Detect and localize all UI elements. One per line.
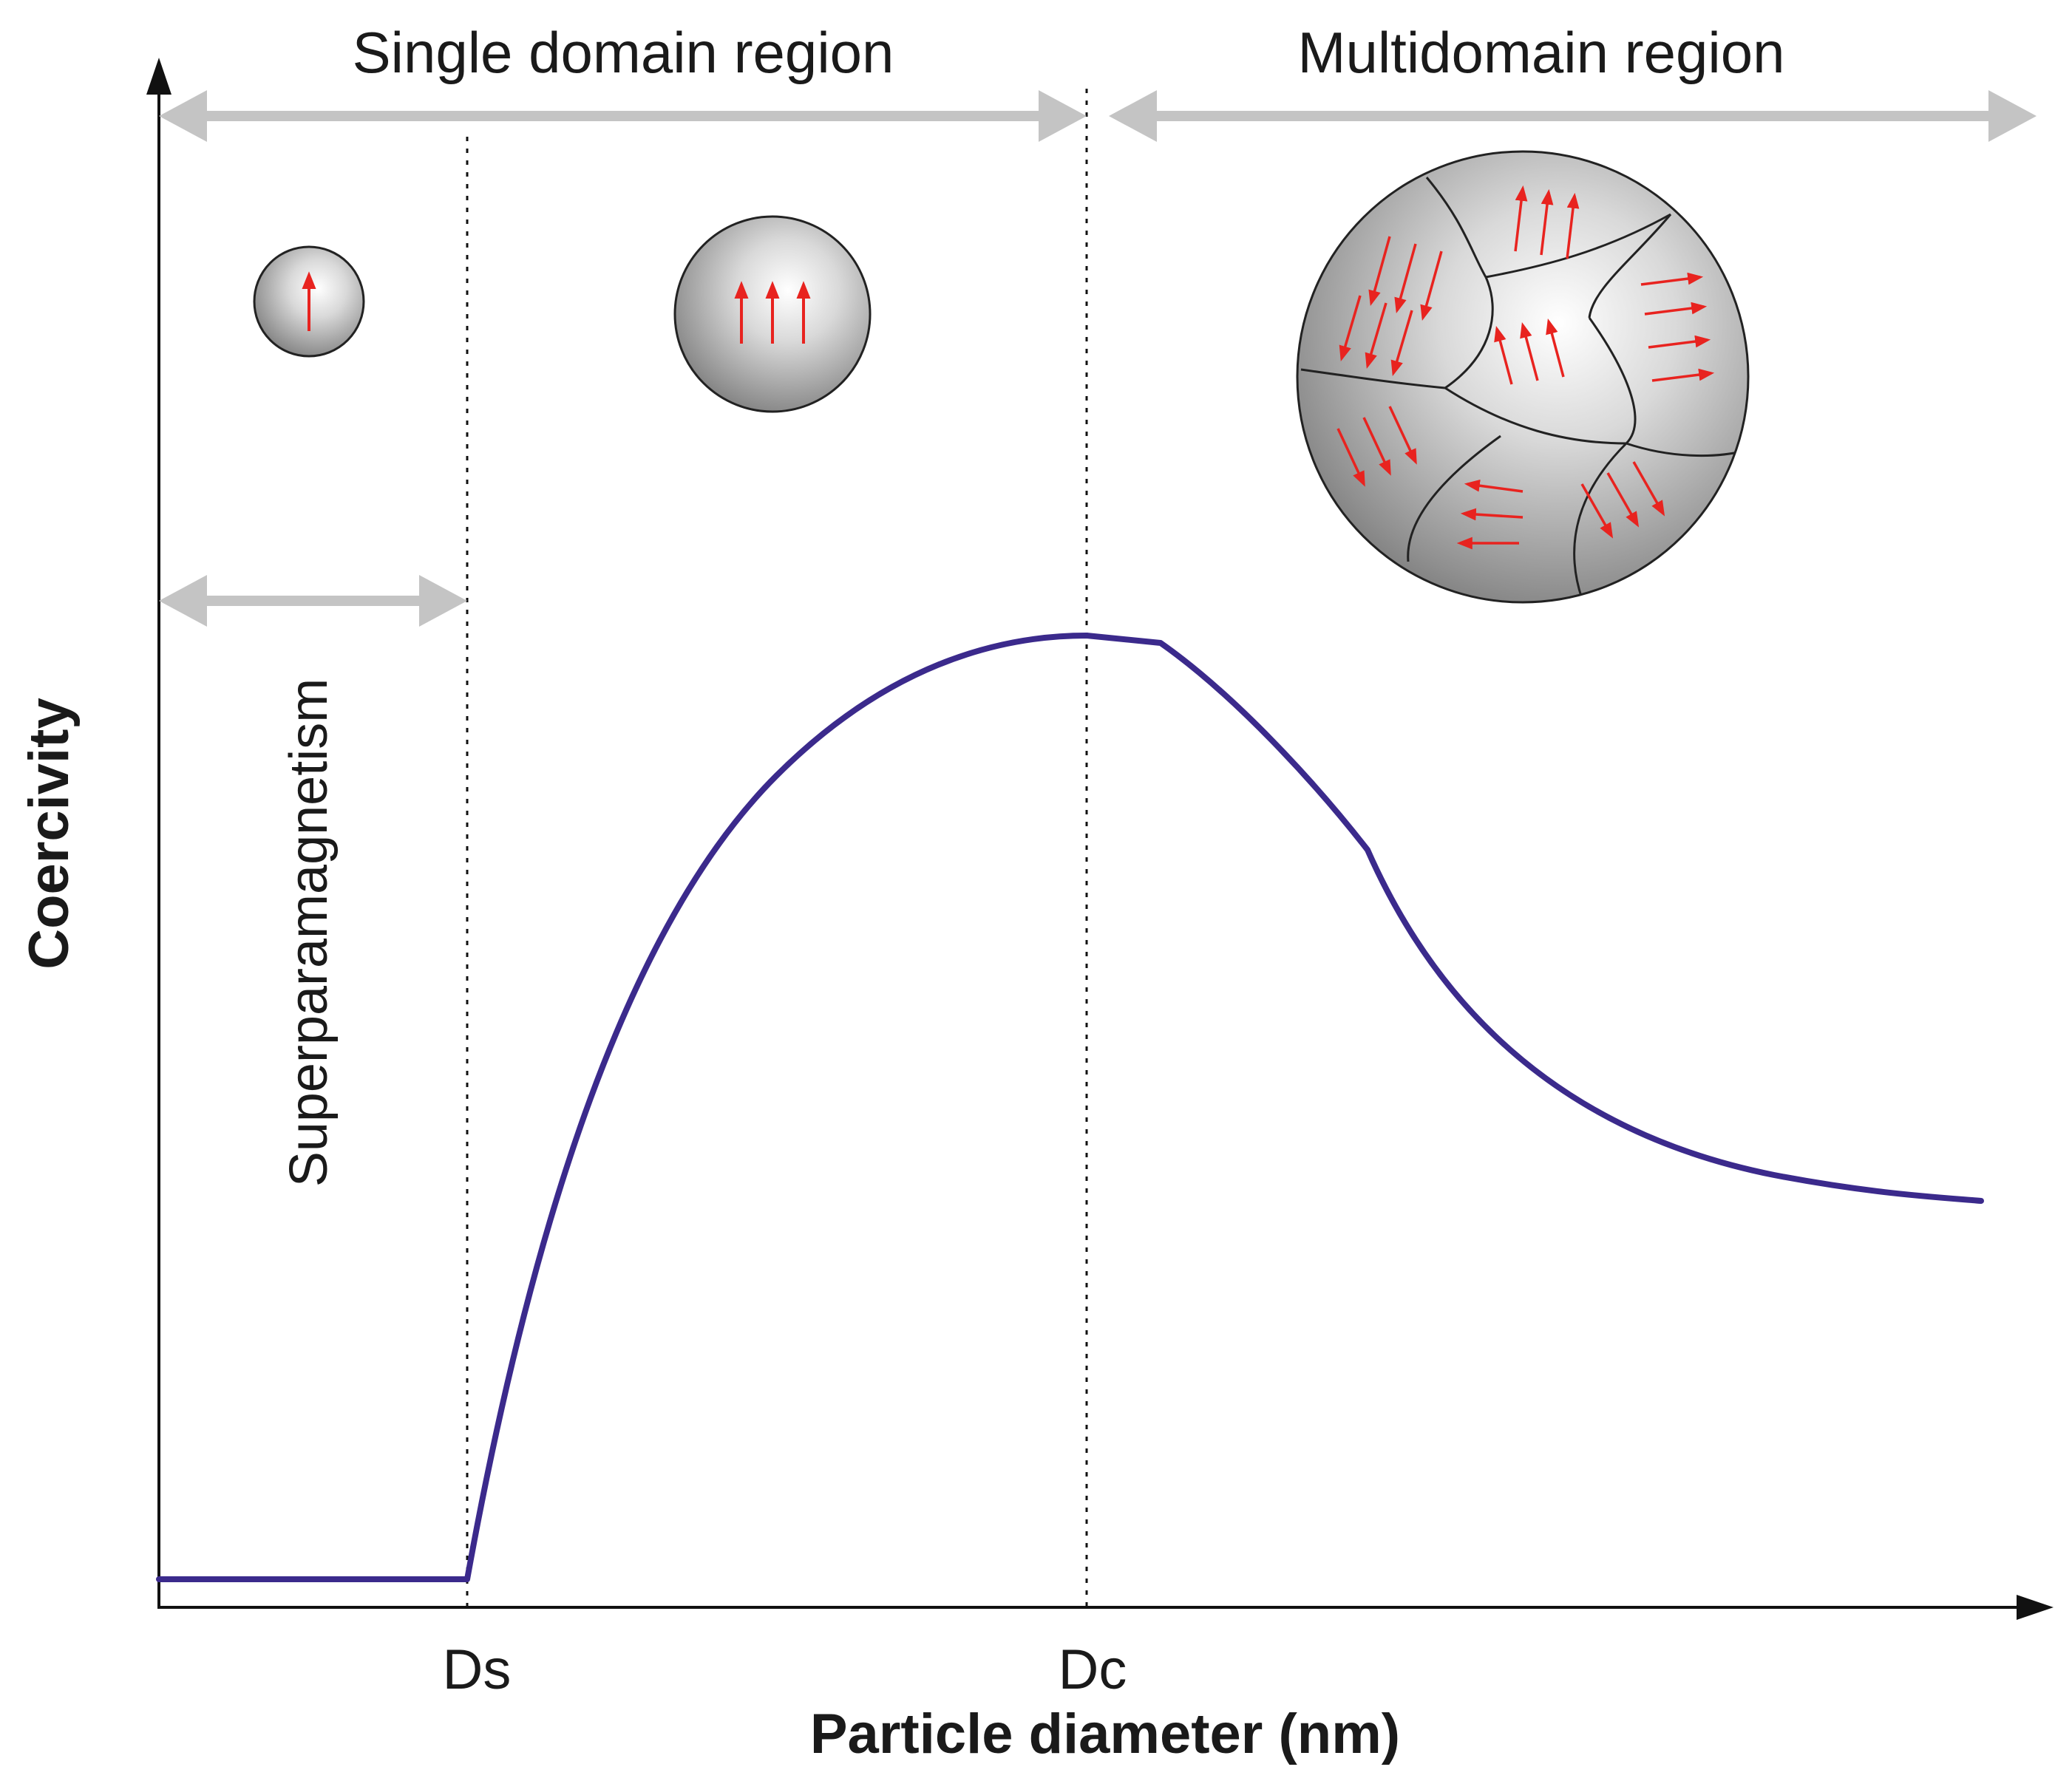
multidomain-label: Multidomain region — [1297, 20, 1784, 85]
multidomain-span-arrow — [1109, 90, 2037, 142]
y-axis-arrowhead — [146, 58, 171, 95]
coercivity-curve — [156, 633, 1984, 1582]
x-axis-title: Particle diameter (nm) — [810, 1703, 1400, 1765]
superparamagnetic-particle — [253, 245, 365, 358]
single-domain-particle — [673, 215, 872, 413]
domain-moments — [1336, 185, 1715, 550]
ds-tick-label: Ds — [443, 1638, 512, 1701]
domain-walls — [1300, 177, 1745, 599]
single-domain-label: Single domain region — [353, 20, 894, 85]
single-domain-span-arrow — [159, 90, 1087, 142]
y-axis-title: Coercivity — [18, 698, 81, 970]
multidomain-particle — [1296, 150, 1750, 604]
axes — [146, 58, 2054, 1620]
superparamagnetism-label: Superparamagnetism — [279, 678, 339, 1187]
superparamagnetism-span-arrow — [159, 575, 467, 627]
dc-tick-label: Dc — [1059, 1638, 1127, 1701]
x-axis-arrowhead — [2017, 1595, 2054, 1620]
